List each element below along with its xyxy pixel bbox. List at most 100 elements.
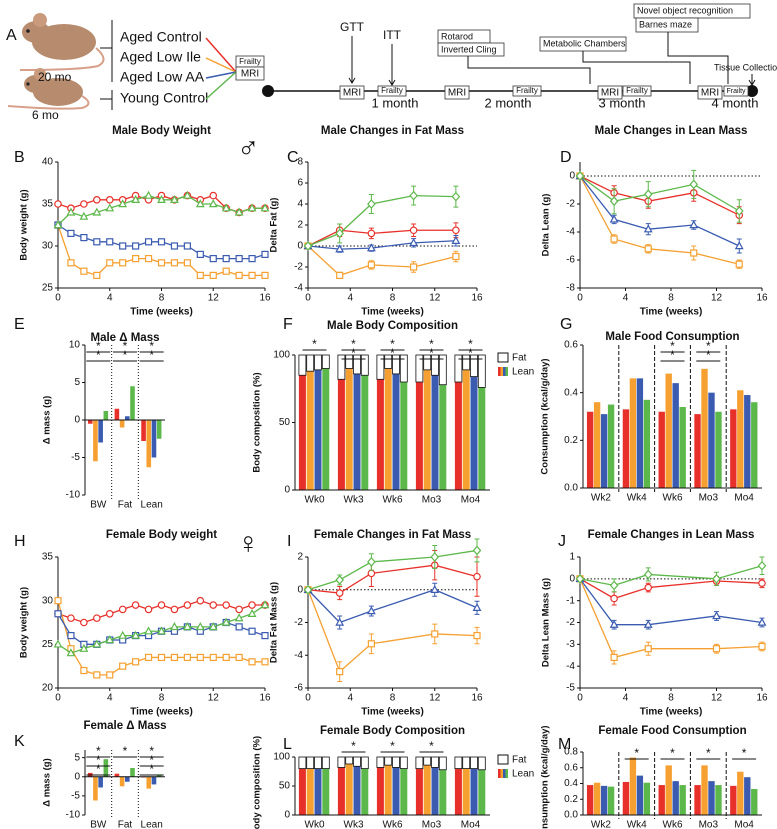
chart-panel: E Male Δ Mass -10 -5 0 5 10 Δ mass (g) BW Fat Lean… — [14, 316, 165, 511]
connector — [467, 56, 591, 84]
marker — [66, 207, 76, 216]
marker — [53, 639, 63, 648]
marker — [80, 234, 88, 242]
marker — [131, 601, 140, 609]
significance-mark: * — [96, 339, 101, 353]
fat-segment — [314, 354, 322, 371]
marker — [409, 190, 418, 201]
y-tick-label: 0 — [569, 171, 575, 182]
y-tick-label: 0 — [284, 485, 290, 496]
x-tick-label: 8 — [390, 293, 396, 304]
y-axis-label: Δ mass (g) — [42, 396, 53, 445]
x-tick-label: Wk3 — [344, 495, 364, 506]
fat-segment — [360, 756, 369, 770]
legend-swatch — [505, 769, 508, 778]
significance-mark: * — [670, 746, 675, 760]
marker — [93, 196, 101, 204]
month-label: 4 month — [712, 95, 759, 110]
marker — [222, 267, 230, 275]
lean-segment — [400, 382, 408, 490]
bar — [119, 776, 125, 787]
group-label: Young Control — [120, 90, 208, 106]
marker — [366, 243, 376, 252]
fat-segment — [353, 756, 361, 767]
sex-symbol: ♂ — [237, 132, 260, 165]
bar — [156, 774, 162, 777]
x-tick-label: Mo3 — [422, 820, 442, 829]
marker — [53, 220, 63, 229]
panel-label: K — [14, 733, 25, 750]
marker — [248, 601, 256, 609]
bar — [679, 785, 686, 815]
marker — [689, 179, 699, 190]
group-line — [205, 71, 237, 100]
x-tick-label: 4 — [107, 293, 113, 304]
chart-panel: I Female Changes in Fat Mass -6 -4 -2 0 2 Delta… — [269, 529, 483, 718]
marker — [248, 255, 256, 263]
bar — [93, 776, 98, 801]
fat-segment — [392, 354, 400, 375]
marker — [118, 630, 128, 639]
box — [377, 85, 407, 97]
y-tick-label: -4 — [294, 650, 303, 661]
lean-segment — [462, 768, 470, 815]
box — [635, 17, 699, 33]
lean-segment — [361, 768, 369, 815]
marker — [575, 573, 585, 584]
significance-mark: * — [429, 337, 434, 351]
marker — [336, 271, 344, 279]
x-tick-label: 12 — [711, 693, 723, 704]
marker — [144, 255, 153, 263]
timeline-end — [746, 85, 758, 97]
marker — [473, 572, 481, 581]
marker — [67, 229, 75, 237]
marker — [132, 242, 140, 250]
chart-panel: C Male Changes in Fat Mass -4 -2 0 2 4 6 8 Delta … — [269, 125, 483, 318]
panel-label: A — [6, 27, 17, 44]
x-tick-label: Wk6 — [383, 820, 403, 829]
marker — [208, 622, 218, 631]
marker — [335, 589, 344, 597]
frailty-label: Frailty — [381, 86, 403, 95]
fat-segment — [392, 756, 400, 768]
box — [444, 85, 470, 100]
bar — [114, 773, 120, 777]
bar — [103, 759, 109, 777]
mri-label: MRI — [241, 69, 259, 80]
lean-segment — [306, 371, 314, 490]
y-tick-label: -1 — [566, 595, 575, 606]
fat-segment — [431, 756, 439, 768]
series-line — [307, 564, 478, 594]
lean-segment — [478, 769, 486, 815]
lean-segment — [314, 369, 322, 490]
marker — [144, 605, 153, 614]
x-tick-label: Wk6 — [663, 820, 683, 829]
marker — [54, 200, 62, 208]
bracket — [100, 20, 113, 110]
marker — [248, 271, 256, 279]
marker — [643, 224, 653, 233]
marker — [183, 601, 192, 609]
chart-title: Male Food Consumption — [605, 331, 739, 343]
bar — [643, 399, 651, 488]
fat-segment — [454, 354, 463, 383]
marker — [93, 614, 101, 622]
legend-label: Lean — [512, 367, 534, 378]
marker — [690, 249, 698, 257]
bar — [629, 378, 637, 488]
bar — [672, 383, 679, 488]
marker — [758, 579, 766, 588]
marker — [367, 640, 375, 648]
legend-label: Fat — [512, 353, 527, 364]
x-axis-label: Time (weeks) — [130, 307, 193, 318]
y-tick-label: -4 — [566, 661, 575, 672]
lean-segment — [470, 768, 478, 815]
x-tick-label: Wk6 — [383, 495, 403, 506]
significance-mark: * — [390, 346, 395, 360]
lean-segment — [423, 369, 431, 490]
y-tick-label: 0 — [297, 584, 303, 595]
x-tick-label: Wk2 — [591, 820, 611, 829]
bar — [744, 777, 751, 815]
marker — [80, 618, 88, 627]
